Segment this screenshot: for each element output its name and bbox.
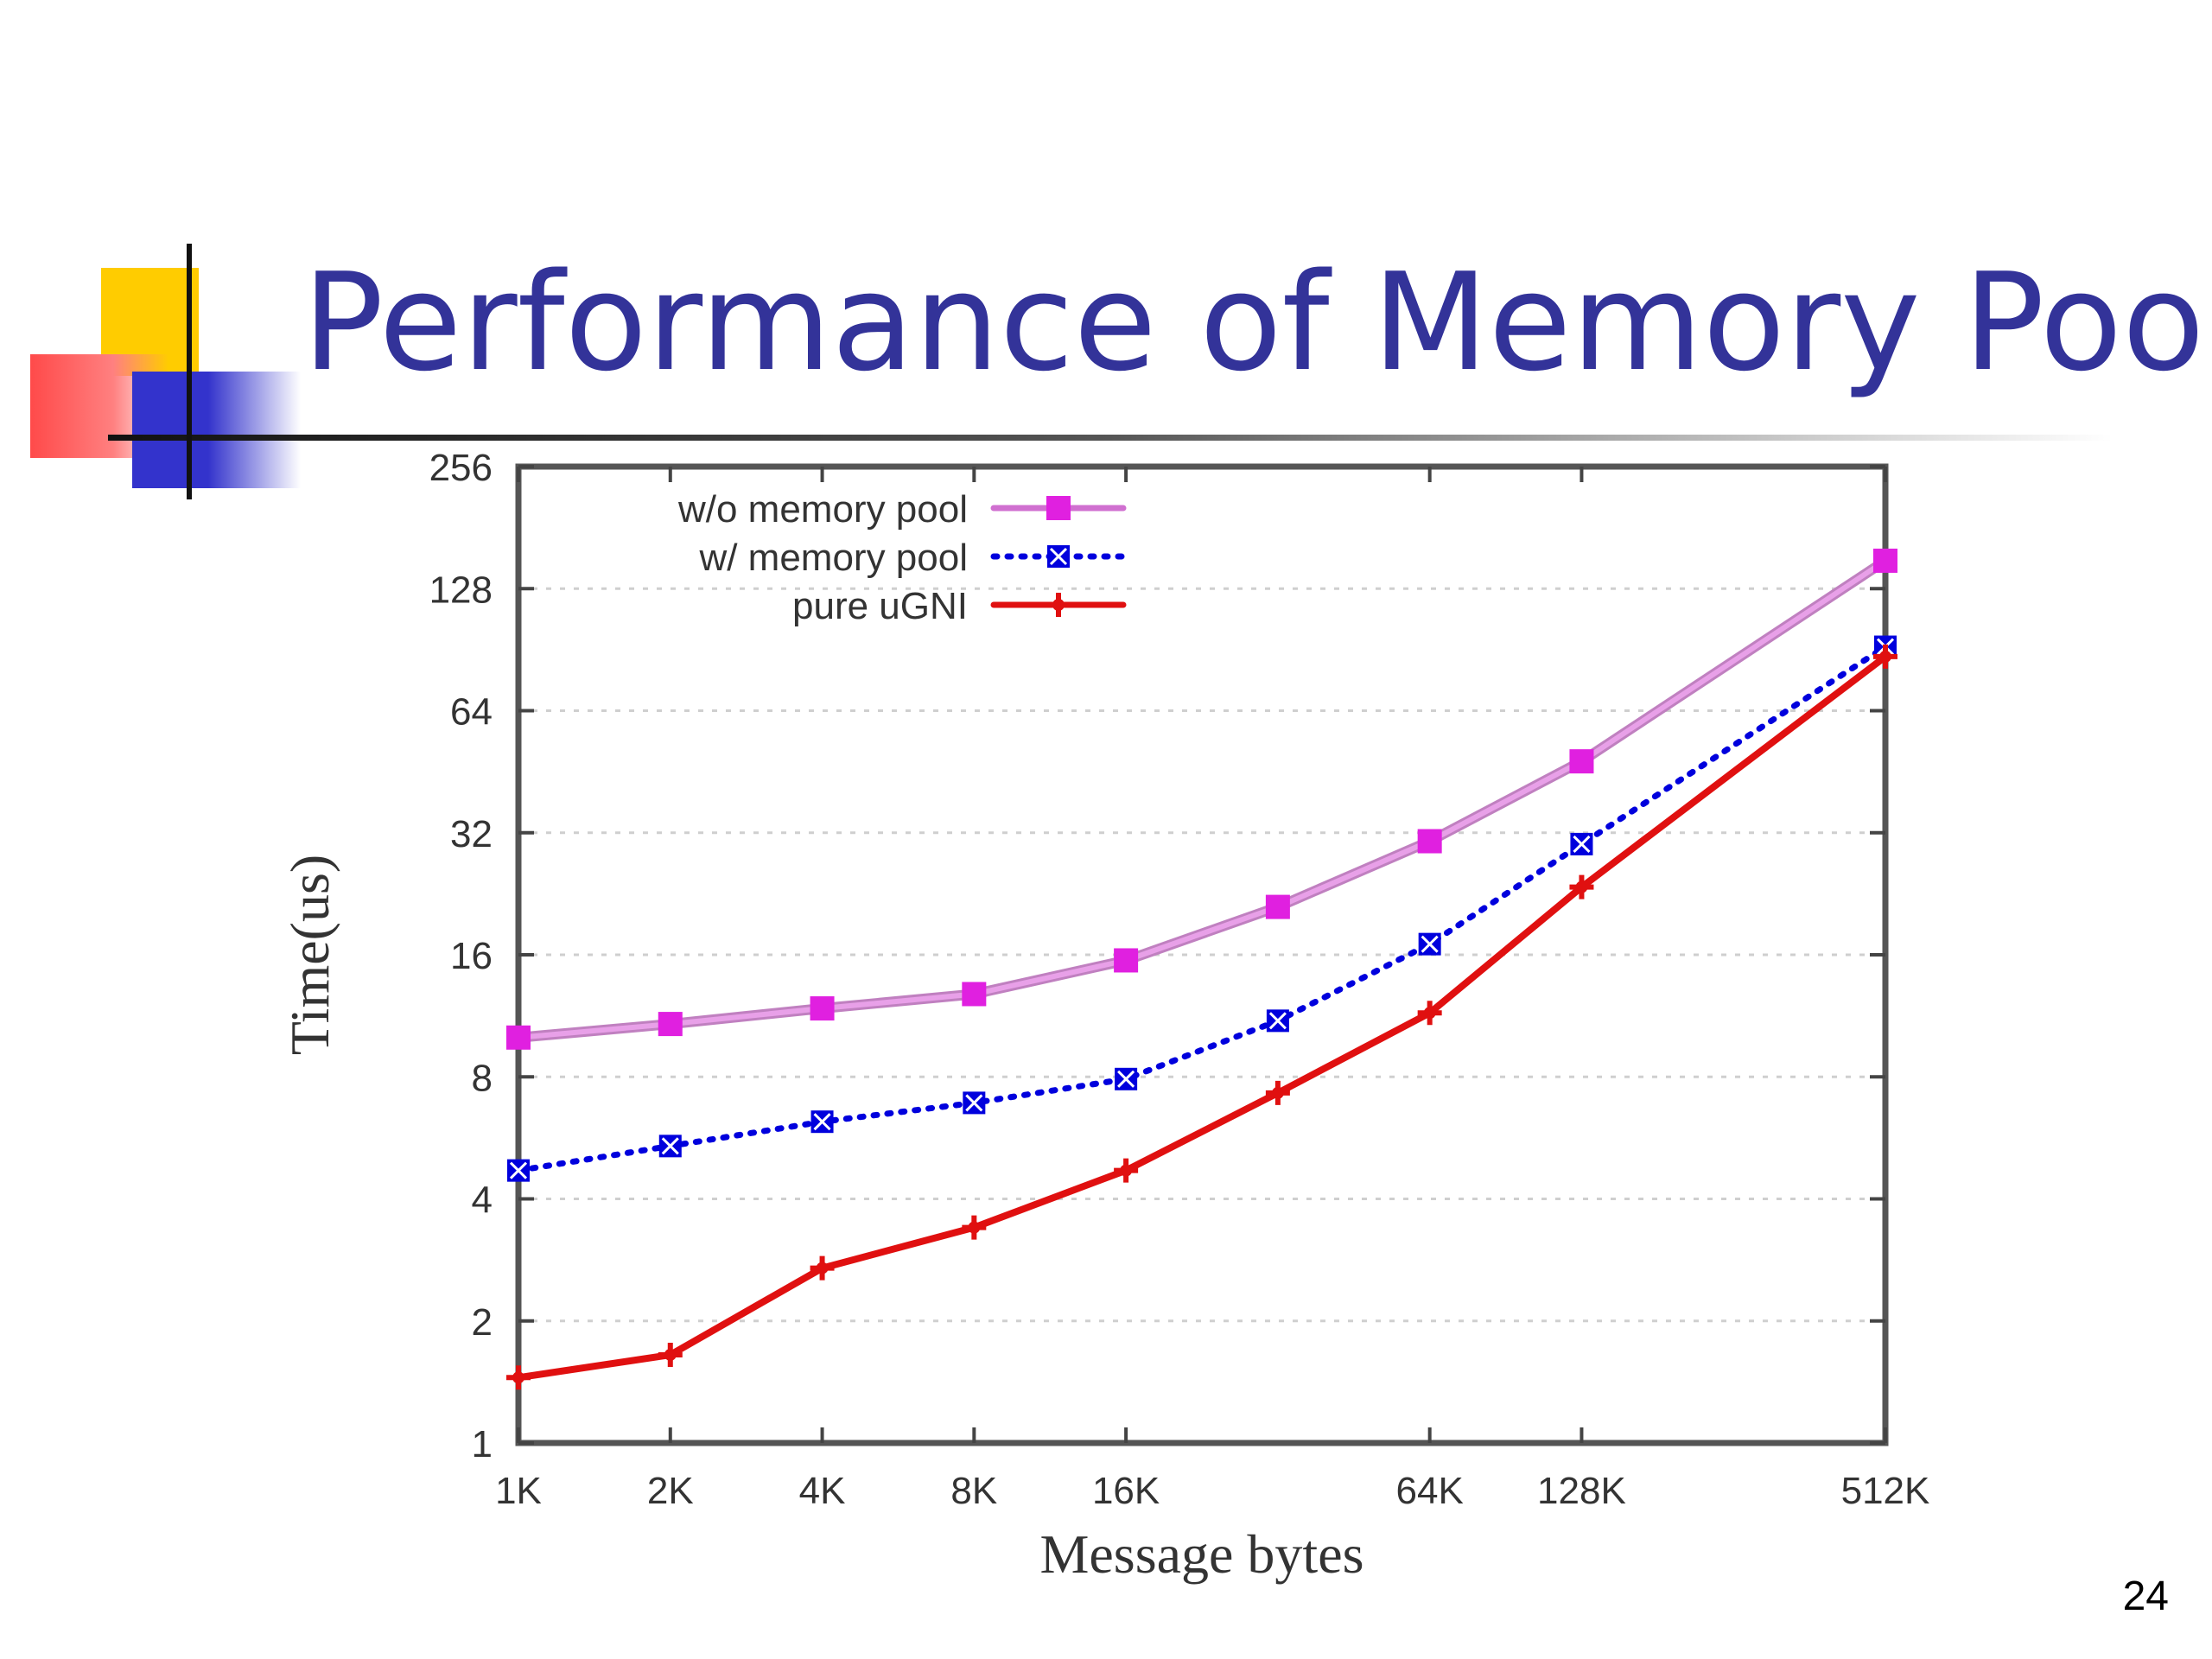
x-tick-label: 2K [647,1470,694,1512]
data-point-dot [1575,880,1588,893]
legend-label: w/ memory pool [698,537,968,579]
y-tick-label: 1 [472,1423,493,1465]
data-point [1265,894,1290,919]
y-tick-label: 128 [429,569,493,611]
data-point-dot [816,1262,829,1274]
data-point [1046,496,1071,520]
data-point [658,1012,683,1037]
x-tick-label: 8K [950,1470,997,1512]
series-line [516,557,1888,1040]
series-1 [507,635,1897,1182]
data-point-dot [1423,1007,1436,1020]
y-tick-label: 4 [472,1179,493,1222]
legend-label: w/o memory pool [677,488,968,531]
data-point-cross [1117,1070,1135,1088]
data-point-dot [968,1221,981,1234]
slide-number: 24 [2122,1573,2169,1619]
x-tick-label: 512K [1841,1470,1930,1512]
slide-title: Performance of Memory Pool [302,244,2212,401]
chart: 1 2 4 8 16 32 64 128 256 1K 2K 4K 8K 16K 64K 128K 512K w… [279,447,1930,1585]
data-point-cross [661,1137,679,1155]
x-tick-label: 128K [1537,1470,1626,1512]
y-tick-label: 2 [472,1301,493,1344]
data-point-cross [813,1113,831,1131]
data-point-dot [1052,599,1065,611]
data-point-cross [1049,547,1068,566]
x-axis-label: Message bytes [1039,1523,1363,1585]
series-0 [506,548,1897,1050]
y-tick-label: 64 [450,691,493,734]
x-tick-label: 16K [1092,1470,1160,1512]
data-point [1417,829,1442,854]
data-point-dot [1120,1164,1133,1177]
data-point-dot [664,1348,677,1361]
axis-ticks: 1 2 4 8 16 32 64 128 256 1K 2K 4K 8K 16K 64K 128K 512K [429,447,1930,1512]
data-point-cross [509,1161,528,1179]
data-point-dot [512,1371,524,1384]
series-line [515,644,1889,1174]
data-point-cross [1268,1012,1287,1030]
data-point [506,1025,531,1050]
data-point-dot [1879,650,1891,663]
title-underline [108,435,2113,441]
data-point-dot [1271,1086,1284,1099]
y-tick-label: 16 [450,935,493,977]
series-2 [506,644,1897,1390]
data-point [810,996,835,1021]
data-point [962,982,987,1007]
y-tick-label: 8 [472,1057,493,1099]
legend-label: pure uGNI [792,585,968,627]
y-axis-label: Time(us) [279,855,340,1055]
x-tick-label: 4K [799,1470,846,1512]
data-point [1569,749,1594,774]
logo-vertical-line [187,244,192,499]
data-point-cross [1573,835,1591,853]
x-tick-label: 1K [495,1470,542,1512]
logo-blue-square [132,372,301,488]
data-point-cross [965,1094,983,1112]
data-point [1873,548,1897,573]
data-point-cross [1421,935,1439,953]
legend: w/o memory pool w/ memory pool pure uGNI [677,488,1127,627]
series-line-shadow [518,556,1889,1043]
data-point [1114,948,1139,973]
y-tick-label: 256 [429,447,493,489]
x-tick-label: 64K [1396,1470,1464,1512]
y-tick-label: 32 [450,813,493,855]
series-lines [506,548,1897,1390]
